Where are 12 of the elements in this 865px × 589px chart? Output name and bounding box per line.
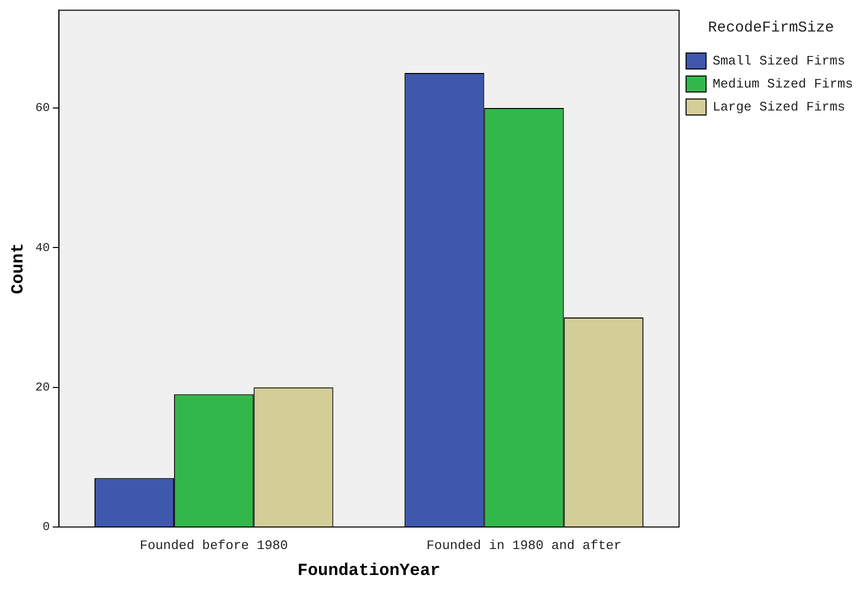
y-tick-label: 0 <box>42 520 50 534</box>
legend-label: Medium Sized Firms <box>712 76 854 92</box>
y-tick-label: 20 <box>35 380 50 394</box>
y-tick-label: 60 <box>35 101 50 116</box>
legend-label: Large Sized Firms <box>712 99 846 114</box>
y-axis-title: Count <box>9 243 28 294</box>
legend-label: Small Sized Firms <box>712 53 846 68</box>
x-axis-title: FoundationYear <box>298 562 440 582</box>
y-tick-label: 40 <box>35 240 50 255</box>
x-tick-label: Founded before 1980 <box>140 538 288 554</box>
legend-title: RecodeFirmSize <box>708 19 834 36</box>
x-tick-label: Founded in 1980 and after <box>426 538 622 554</box>
